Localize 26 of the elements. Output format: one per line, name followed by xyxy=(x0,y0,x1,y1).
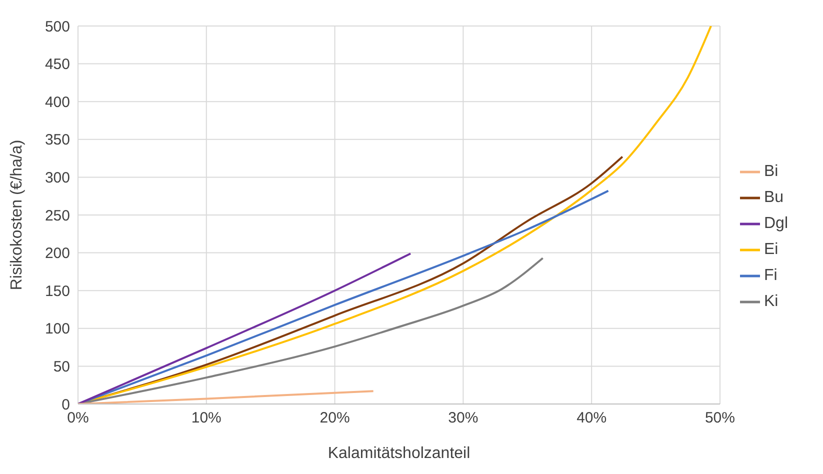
x-tick-label: 0% xyxy=(67,410,89,427)
x-tick-label: 50% xyxy=(704,410,735,427)
y-tick-label: 50 xyxy=(53,358,70,376)
x-tick-label: 40% xyxy=(576,410,607,427)
legend-label: Bu xyxy=(764,189,784,206)
y-tick-label: 350 xyxy=(44,132,70,149)
legend-label: Dgl xyxy=(764,215,788,232)
y-axis-title: Risikokosten (€/ha/a) xyxy=(8,140,26,290)
legend-label: Fi xyxy=(764,267,778,284)
y-tick-label: 400 xyxy=(44,94,70,111)
y-tick-label: 100 xyxy=(44,320,70,338)
y-tick-label: 200 xyxy=(44,245,70,262)
y-tick-label: 250 xyxy=(44,207,70,224)
line-series xyxy=(78,252,412,404)
x-tick-label: 20% xyxy=(320,410,350,427)
x-axis-title: Kalamitätsholzanteil xyxy=(328,445,470,462)
x-tick-label: 30% xyxy=(448,410,478,427)
y-tick-label: 450 xyxy=(44,56,70,74)
legend-label: Ki xyxy=(764,293,778,310)
y-tick-label: 300 xyxy=(44,170,70,187)
x-tick-label: 10% xyxy=(191,410,222,427)
y-tick-label: 150 xyxy=(44,282,70,300)
y-tick-label: 500 xyxy=(44,18,70,36)
legend-label: Ei xyxy=(764,241,778,258)
y-tick-label: 0 xyxy=(62,396,70,414)
legend-label: Bi xyxy=(764,163,778,180)
